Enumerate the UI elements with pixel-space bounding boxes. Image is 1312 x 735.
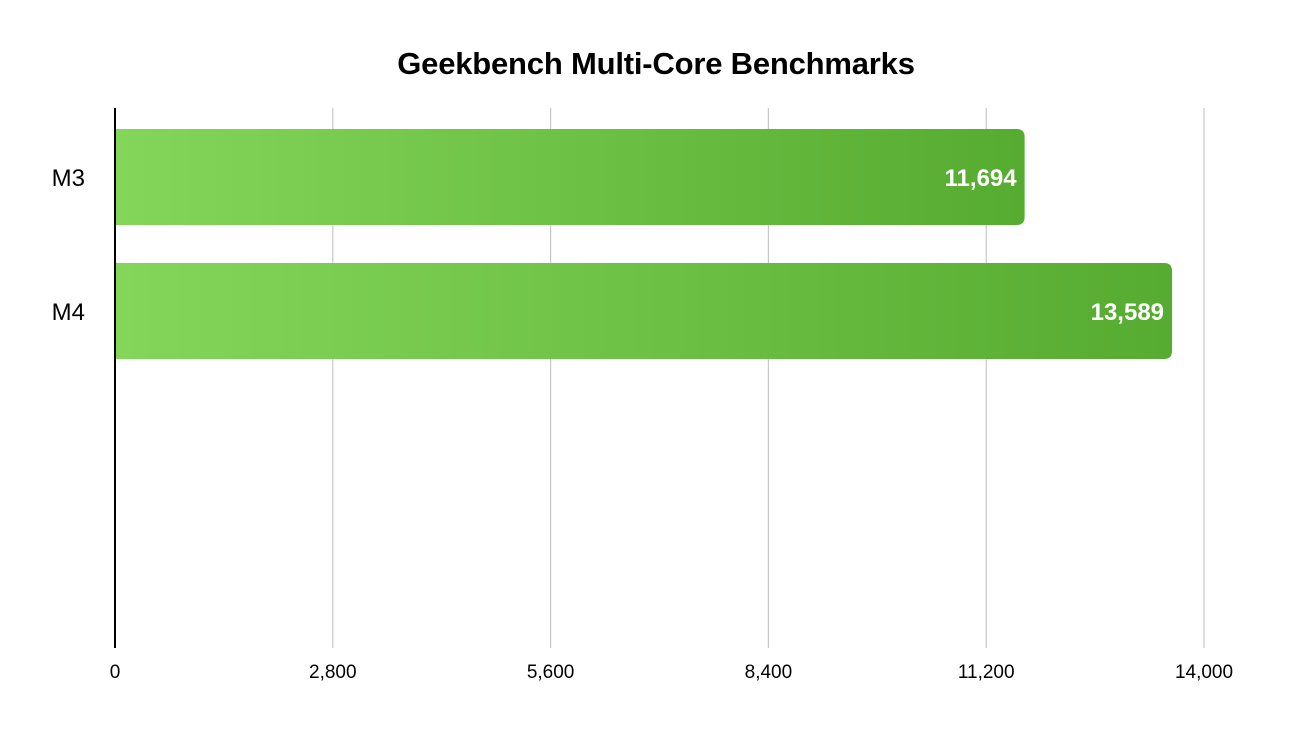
x-tick-label: 2,800	[309, 662, 357, 683]
bar-m4	[115, 263, 1173, 359]
bar-m3	[115, 129, 1025, 225]
bar-value-label: 11,694	[945, 165, 1018, 192]
category-label-m4: M4	[52, 299, 85, 326]
labels: 11,694 M3 13,589 M4 0 2,800 5,600 8,400 11,200 14…	[52, 165, 1233, 683]
x-tick-label: 0	[110, 662, 121, 683]
bars	[115, 129, 1173, 359]
chart-title: Geekbench Multi-Core Benchmarks	[397, 46, 915, 81]
x-tick-label: 8,400	[745, 662, 793, 683]
x-tick-label: 11,200	[958, 662, 1015, 683]
category-label-m3: M3	[52, 165, 85, 192]
bar-value-label: 13,589	[1091, 299, 1164, 326]
x-tick-label: 5,600	[527, 662, 575, 683]
x-tick-label: 14,000	[1175, 662, 1233, 683]
